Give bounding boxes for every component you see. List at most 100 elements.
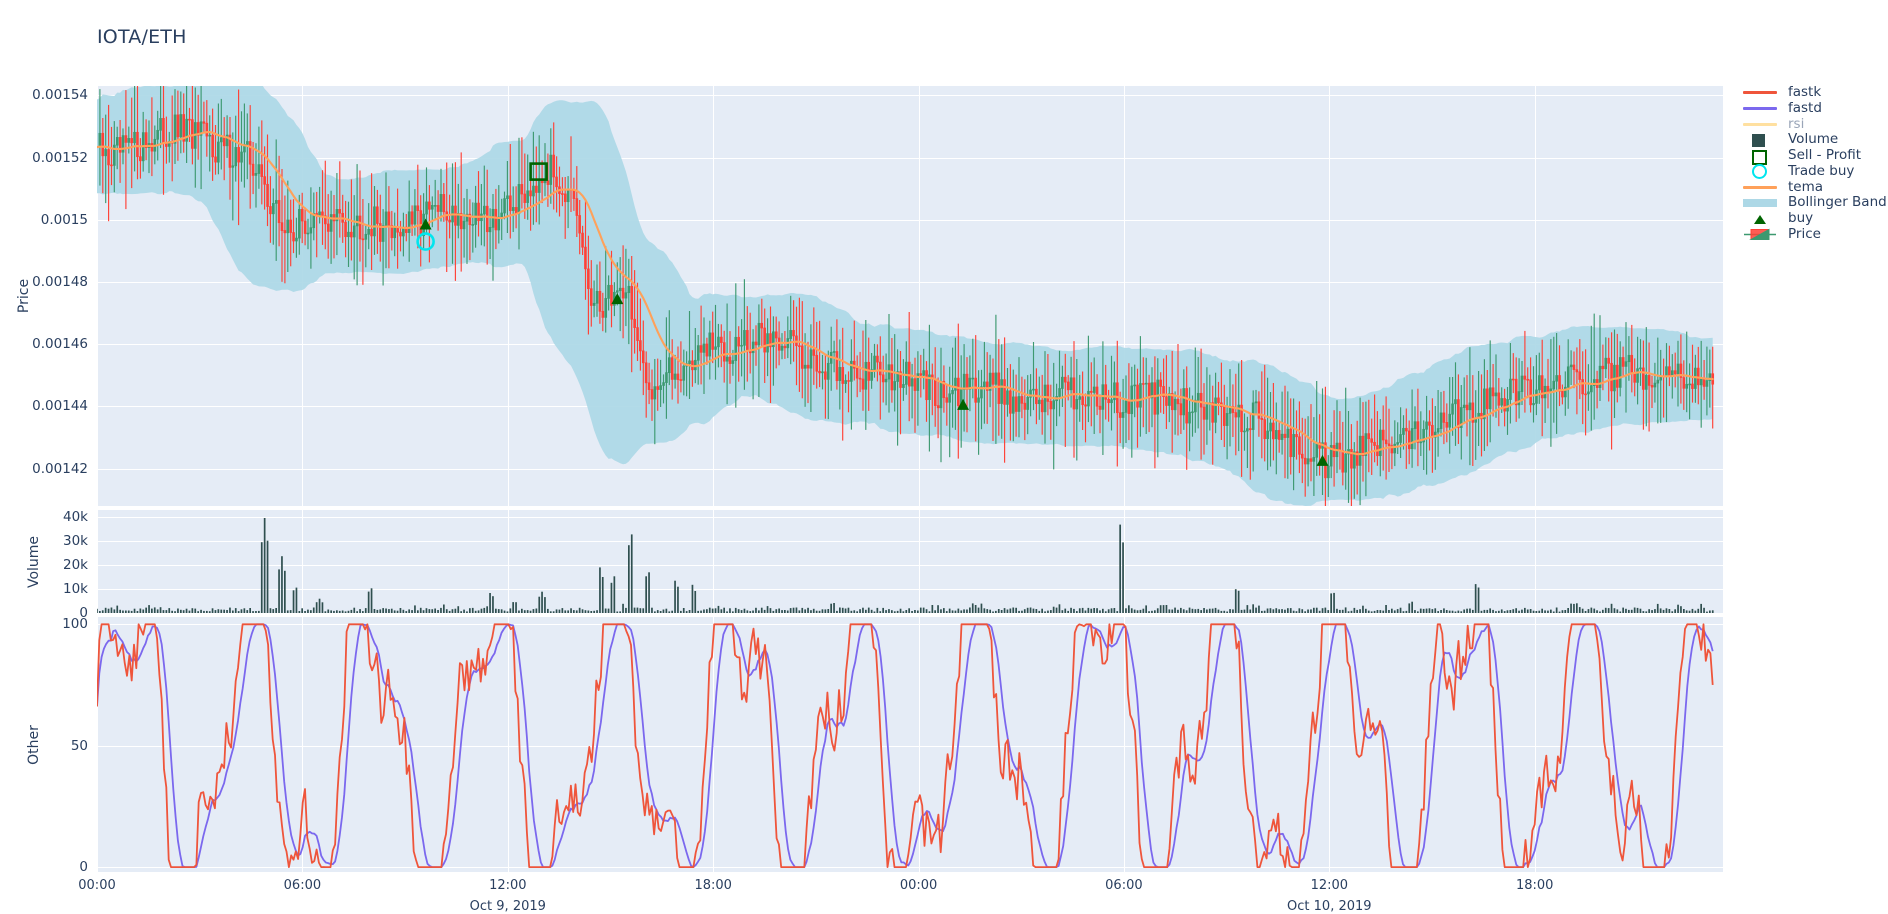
volume-bar bbox=[460, 611, 462, 613]
volume-bar bbox=[1610, 603, 1613, 613]
volume-bar bbox=[1622, 607, 1624, 613]
volume-bar bbox=[1596, 610, 1598, 613]
volume-bar bbox=[587, 610, 590, 613]
volume-bar bbox=[529, 610, 532, 613]
buy-marker[interactable] bbox=[611, 293, 624, 305]
buy-marker[interactable] bbox=[419, 218, 432, 230]
volume-bar bbox=[1076, 611, 1078, 613]
legend-item-buy[interactable]: buy bbox=[1740, 210, 1888, 226]
volume-bar bbox=[1281, 609, 1283, 613]
legend-item-fastk[interactable]: fastk bbox=[1740, 84, 1888, 100]
volume-bar bbox=[798, 610, 801, 613]
volume-bar bbox=[234, 608, 237, 613]
volume-bar bbox=[711, 608, 714, 613]
volume-bar bbox=[1174, 607, 1176, 613]
volume-bar bbox=[963, 609, 965, 613]
volume-bar bbox=[564, 610, 567, 613]
volume-bar bbox=[839, 607, 841, 613]
volume-bar bbox=[419, 607, 422, 613]
buy-marker[interactable] bbox=[957, 398, 970, 410]
volume-bar bbox=[1529, 609, 1532, 613]
volume-bar bbox=[1463, 609, 1465, 613]
volume-bar bbox=[1535, 611, 1538, 613]
legend-item-bollinger-band[interactable]: Bollinger Band bbox=[1740, 194, 1888, 210]
legend-item-volume[interactable]: Volume bbox=[1740, 131, 1888, 147]
volume-bar bbox=[1023, 609, 1026, 613]
volume-bar bbox=[567, 610, 569, 613]
volume-bar bbox=[448, 610, 451, 613]
x-tick-label: 06:00 bbox=[283, 878, 322, 893]
volume-bar bbox=[1275, 608, 1278, 613]
volume-bar bbox=[599, 567, 601, 613]
volume-bar bbox=[255, 611, 257, 613]
legend-band-key bbox=[1740, 195, 1780, 210]
volume-bar bbox=[101, 610, 104, 613]
volume-bar bbox=[607, 608, 610, 613]
buy-marker[interactable] bbox=[1316, 454, 1329, 466]
volume-bar bbox=[1208, 608, 1211, 613]
gridline-vertical bbox=[1534, 510, 1536, 613]
volume-bar bbox=[1116, 611, 1119, 613]
volume-bar bbox=[659, 611, 662, 613]
gridline-horizontal bbox=[97, 157, 1723, 159]
gridline-vertical bbox=[507, 617, 509, 872]
chart-legend[interactable]: fastk fastd rsi Volume Sell - Profit Trade bu… bbox=[1740, 84, 1888, 242]
volume-bar bbox=[1466, 608, 1468, 613]
volume-bar bbox=[492, 596, 494, 613]
volume-bar bbox=[1417, 611, 1419, 613]
volume-bar bbox=[951, 610, 954, 613]
legend-item-trade-buy[interactable]: Trade buy bbox=[1740, 163, 1888, 180]
volume-bar bbox=[671, 610, 673, 613]
legend-item-fastd[interactable]: fastd bbox=[1740, 100, 1888, 116]
volume-bar bbox=[260, 542, 263, 613]
legend-item-sell-profit[interactable]: Sell - Profit bbox=[1740, 147, 1888, 165]
legend-line-key bbox=[1740, 84, 1780, 99]
legend-line-key bbox=[1740, 100, 1780, 115]
volume-bar bbox=[1258, 605, 1260, 613]
volume-bar bbox=[1399, 607, 1402, 613]
volume-bar bbox=[503, 610, 506, 613]
volume-bar bbox=[431, 609, 434, 613]
volume-bar bbox=[347, 610, 350, 613]
volume-bar bbox=[495, 608, 497, 613]
legend-square-open-key bbox=[1740, 148, 1780, 165]
volume-bar bbox=[1214, 607, 1217, 613]
x-axis-date-label: Oct 9, 2019 bbox=[469, 899, 546, 914]
volume-bar bbox=[1168, 609, 1171, 613]
volume-bar bbox=[1402, 611, 1405, 613]
trade-buy-marker[interactable] bbox=[416, 232, 435, 251]
gridline-vertical bbox=[302, 617, 304, 872]
volume-bar bbox=[463, 609, 465, 613]
volume-bar bbox=[1237, 590, 1240, 613]
volume-bar bbox=[206, 610, 208, 613]
volume-bar bbox=[338, 610, 341, 613]
volume-bar bbox=[197, 611, 199, 613]
volume-bar bbox=[1324, 607, 1327, 613]
legend-item-rsi[interactable]: rsi bbox=[1740, 116, 1888, 132]
volume-bar bbox=[153, 607, 156, 613]
volume-bar bbox=[700, 610, 702, 613]
volume-bar bbox=[654, 611, 656, 613]
volume-bar bbox=[997, 609, 1000, 613]
volume-bar bbox=[312, 607, 315, 613]
volume-bar bbox=[1486, 609, 1489, 613]
legend-item-price[interactable]: Price bbox=[1740, 226, 1888, 242]
volume-bar bbox=[888, 609, 890, 613]
volume-bar bbox=[957, 608, 960, 613]
volume-bar bbox=[1021, 610, 1023, 613]
legend-item-tema[interactable]: tema bbox=[1740, 179, 1888, 195]
volume-bar bbox=[1578, 607, 1581, 613]
volume-bar bbox=[772, 610, 775, 613]
volume-bar bbox=[1255, 607, 1257, 613]
volume-bar bbox=[1391, 608, 1393, 613]
volume-bar bbox=[1177, 609, 1179, 613]
volume-bar bbox=[1619, 611, 1622, 613]
volume-bar bbox=[1472, 609, 1474, 613]
volume-bar bbox=[662, 609, 665, 613]
volume-bar bbox=[804, 609, 806, 613]
volume-bar bbox=[1099, 610, 1101, 613]
volume-bar bbox=[1353, 607, 1356, 613]
x-tick-label: 18:00 bbox=[694, 878, 732, 893]
sell-profit-marker[interactable] bbox=[529, 162, 548, 181]
volume-bar bbox=[1506, 610, 1509, 613]
